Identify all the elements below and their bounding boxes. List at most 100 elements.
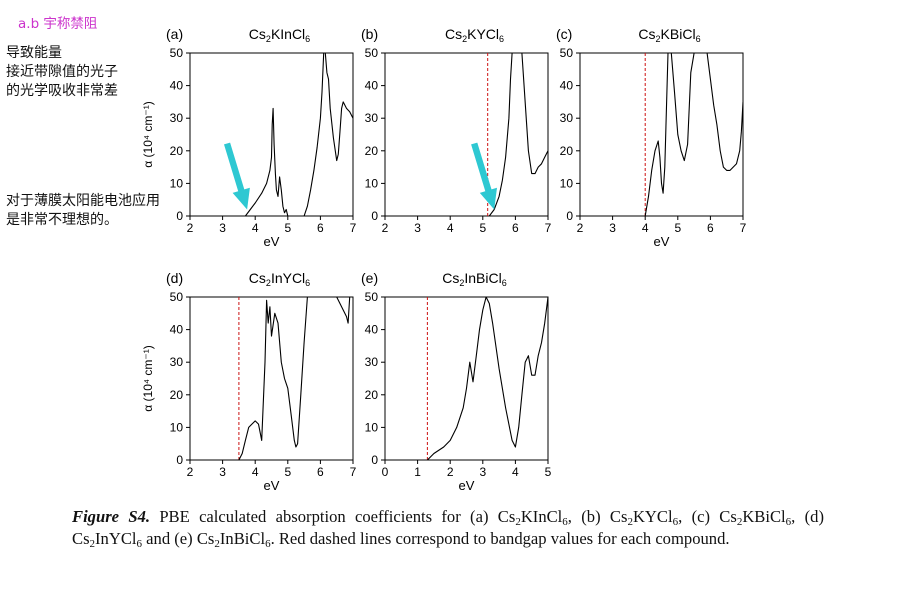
- panel-title-text: Cs: [249, 26, 266, 42]
- x-tick-label: 4: [512, 465, 519, 479]
- y-tick-label: 0: [566, 209, 573, 223]
- y-tick-label: 10: [170, 176, 184, 190]
- y-tick-label: 20: [560, 144, 574, 158]
- y-tick-label: 50: [170, 290, 184, 304]
- y-tick-label: 50: [365, 46, 379, 60]
- caption-subscript: 6: [672, 516, 679, 528]
- panel-title-text: InBiCl: [464, 270, 501, 286]
- cyan-arrow: [224, 142, 250, 210]
- caption-text: KYCl: [632, 507, 673, 526]
- plot-frame: [189, 52, 354, 217]
- x-tick-label: 4: [447, 221, 454, 235]
- caption-subscript: 6: [785, 516, 792, 528]
- x-tick-label: 7: [545, 221, 552, 235]
- annotation-note-1: 导致能量 接近带隙值的光子 的光学吸收非常差: [6, 44, 118, 101]
- y-axis-label: α (10⁴ cm⁻¹): [141, 101, 155, 167]
- panel-title-subscript: 6: [696, 34, 701, 44]
- y-tick-label: 50: [560, 46, 574, 60]
- y-tick-label: 50: [365, 290, 379, 304]
- y-axis-label: α (10⁴ cm⁻¹): [141, 345, 155, 411]
- caption-text: , (d) Cs: [72, 507, 824, 548]
- caption-text: InYCl: [95, 529, 137, 548]
- y-tick-label: 30: [365, 111, 379, 125]
- x-axis-label: eV: [459, 478, 475, 493]
- panel-title-subscript: 6: [499, 34, 504, 44]
- panel-label: (b): [361, 26, 378, 42]
- y-tick-label: 10: [365, 176, 379, 190]
- panel-title: Cs2KBiCl6: [638, 26, 700, 44]
- absorption-curve: [488, 53, 548, 216]
- annotation-note-1-line: 的光学吸收非常差: [6, 83, 118, 99]
- y-tick-label: 10: [365, 420, 379, 434]
- cyan-arrow: [471, 142, 497, 210]
- x-tick-label: 2: [187, 465, 194, 479]
- x-tick-label: 4: [252, 221, 259, 235]
- x-tick-label: 3: [219, 221, 226, 235]
- panel-title: Cs2KYCl6: [445, 26, 504, 44]
- panel-title: Cs2InBiCl6: [442, 270, 507, 288]
- panel-title-subscript: 2: [266, 278, 271, 288]
- annotation-tag: a.b 宇称禁阻: [18, 16, 98, 32]
- absorption-curve: [427, 297, 548, 460]
- x-tick-label: 2: [577, 221, 584, 235]
- plot-frame: [579, 52, 744, 217]
- y-tick-label: 0: [371, 453, 378, 467]
- y-tick-label: 30: [170, 355, 184, 369]
- y-tick-label: 0: [176, 209, 183, 223]
- annotation-note-1-line: 导致能量: [6, 45, 62, 61]
- caption-subscript: 2: [515, 516, 521, 528]
- x-tick-label: 7: [350, 221, 357, 235]
- figure-caption: Figure S4. PBE calculated absorption coe…: [72, 506, 824, 550]
- annotation-note-2-line: 对于薄膜太阳能电池应用: [6, 193, 160, 209]
- absorption-curve: [244, 53, 353, 216]
- x-tick-label: 3: [414, 221, 421, 235]
- caption-subscript: 2: [214, 538, 220, 550]
- caption-text: KInCl: [520, 507, 563, 526]
- y-tick-label: 10: [560, 176, 574, 190]
- x-tick-label: 6: [512, 221, 519, 235]
- x-tick-label: 4: [642, 221, 649, 235]
- x-tick-label: 3: [479, 465, 486, 479]
- y-tick-label: 30: [560, 111, 574, 125]
- x-tick-label: 2: [187, 221, 194, 235]
- y-tick-label: 40: [365, 79, 379, 93]
- panel-title-subscript: 2: [266, 34, 271, 44]
- y-tick-label: 30: [365, 355, 379, 369]
- caption-text: KBiCl: [742, 507, 786, 526]
- caption-text: , (b) Cs: [567, 507, 628, 526]
- x-tick-label: 1: [414, 465, 421, 479]
- caption-body: PBE calculated absorption coefficients f…: [72, 507, 824, 550]
- panel-title-subscript: 2: [462, 34, 467, 44]
- panel-title-subscript: 6: [502, 278, 507, 288]
- caption-subscript: 2: [89, 538, 96, 550]
- caption-text: PBE calculated absorption coefficients f…: [150, 507, 516, 526]
- caption-subscript: 2: [627, 516, 633, 528]
- absorption-curve: [644, 53, 743, 216]
- panel-label: (e): [361, 270, 378, 286]
- panel-title-text: InYCl: [271, 270, 305, 286]
- y-tick-label: 20: [365, 388, 379, 402]
- y-tick-label: 30: [170, 111, 184, 125]
- caption-text: InBiCl: [219, 529, 266, 548]
- y-tick-label: 40: [560, 79, 574, 93]
- panel-title-subscript: 2: [459, 278, 464, 288]
- caption-text: and (e) Cs: [142, 529, 215, 548]
- x-tick-label: 3: [219, 465, 226, 479]
- plot-frame: [384, 296, 549, 461]
- x-tick-label: 3: [609, 221, 616, 235]
- x-axis-label: eV: [264, 478, 280, 493]
- panel-title-text: Cs: [445, 26, 462, 42]
- panel-title-subscript: 2: [656, 34, 661, 44]
- caption-subscript: 2: [736, 516, 743, 528]
- y-tick-label: 50: [170, 46, 184, 60]
- absorption-curve: [238, 297, 353, 460]
- y-tick-label: 20: [365, 144, 379, 158]
- plot-frame: [384, 52, 549, 217]
- panel-title-text: Cs: [249, 270, 266, 286]
- x-tick-label: 7: [740, 221, 747, 235]
